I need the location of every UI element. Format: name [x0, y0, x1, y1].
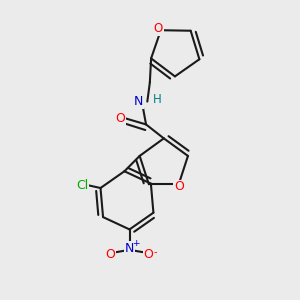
Text: N: N: [125, 242, 134, 255]
Text: O: O: [116, 112, 126, 124]
Text: H: H: [153, 93, 162, 106]
Text: O: O: [144, 248, 154, 261]
Text: O: O: [106, 248, 116, 261]
Text: O: O: [154, 22, 163, 35]
Text: N: N: [134, 95, 143, 108]
Text: O: O: [174, 180, 184, 193]
Text: -: -: [154, 247, 158, 257]
Text: +: +: [132, 239, 140, 248]
Text: Cl: Cl: [76, 179, 89, 192]
